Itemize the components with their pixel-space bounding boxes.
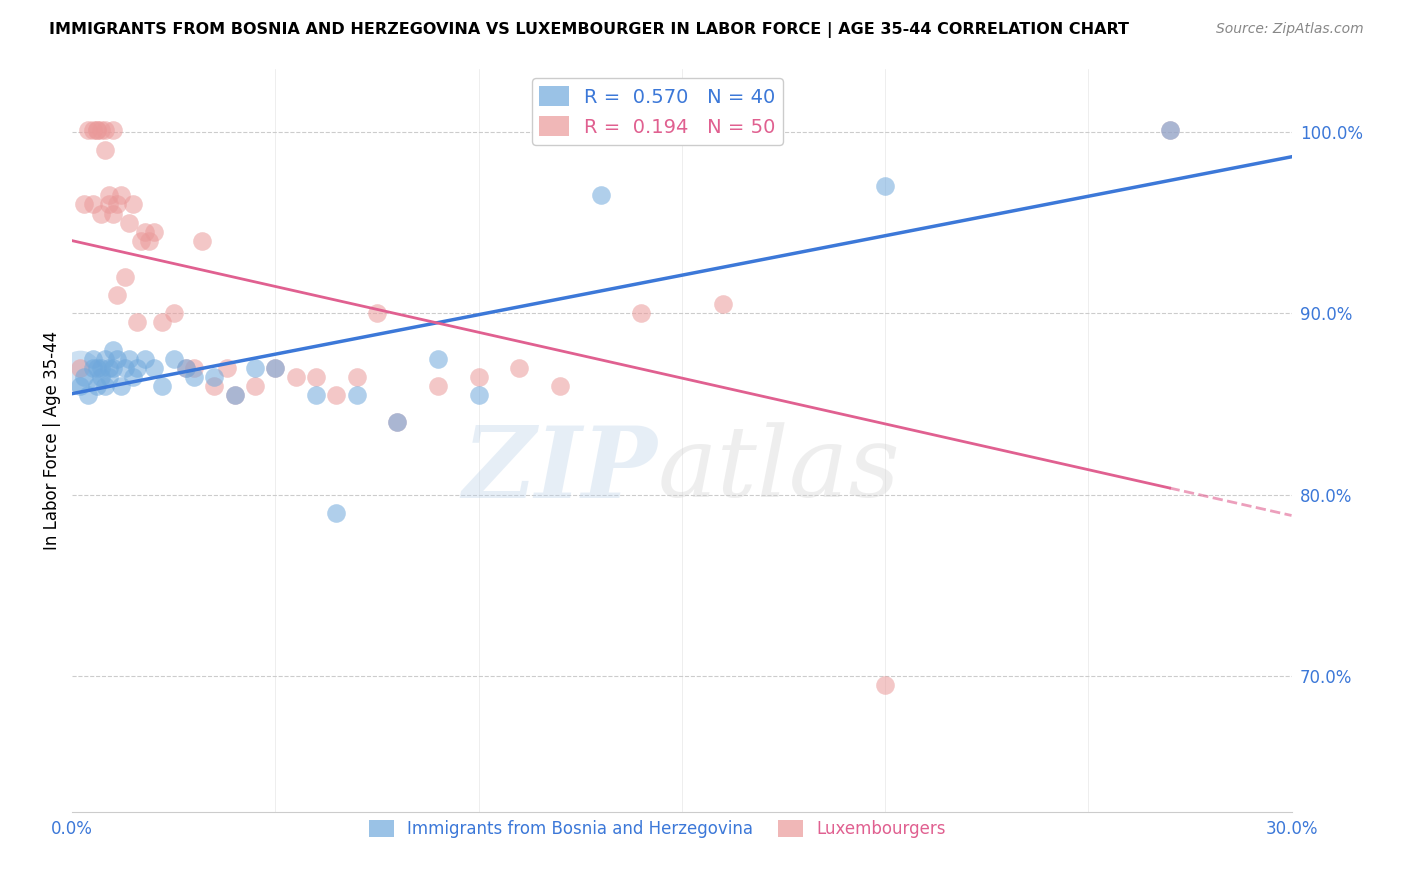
Point (93, 143, 115, 157)
Point (589, 188, 612, 202)
Point (97, 360, 120, 375)
Point (305, 388, 328, 402)
Point (325, 506, 347, 520)
Point (875, 678, 897, 692)
Text: IMMIGRANTS FROM BOSNIA AND HERZEGOVINA VS LUXEMBOURGER IN LABOR FORCE | AGE 35-4: IMMIGRANTS FROM BOSNIA AND HERZEGOVINA V… (49, 22, 1129, 38)
Point (90, 206, 112, 220)
Point (548, 379, 571, 393)
Point (150, 315, 173, 329)
Point (174, 360, 197, 375)
Point (204, 379, 226, 393)
Point (204, 369, 226, 384)
Point (101, 123, 124, 137)
Point (387, 415, 409, 429)
Point (387, 415, 409, 429)
Point (127, 315, 149, 329)
Point (427, 351, 450, 366)
Point (69, 364, 91, 378)
Point (86, 123, 108, 137)
Point (183, 360, 205, 375)
Point (264, 360, 287, 375)
Point (224, 388, 246, 402)
Point (142, 225, 165, 239)
Point (127, 360, 149, 375)
Point (101, 206, 124, 220)
Point (73, 369, 96, 384)
Point (82, 123, 104, 137)
Point (86, 123, 108, 137)
Point (97, 369, 120, 384)
Point (118, 216, 141, 230)
Point (73, 197, 96, 211)
Point (110, 188, 132, 202)
Point (82, 351, 104, 366)
Point (243, 379, 266, 393)
Point (114, 360, 136, 375)
Point (630, 306, 652, 320)
Point (163, 351, 186, 366)
Point (134, 351, 156, 366)
Point (86, 360, 108, 375)
Y-axis label: In Labor Force | Age 35-44: In Labor Force | Age 35-44 (44, 331, 60, 549)
Point (142, 360, 165, 375)
Point (77, 388, 100, 402)
Point (508, 360, 530, 375)
Point (93, 351, 115, 366)
Point (90, 360, 112, 375)
Point (131, 234, 153, 248)
Point (427, 379, 450, 393)
Point (69, 360, 91, 375)
Point (467, 369, 489, 384)
Point (122, 369, 145, 384)
Point (90, 123, 112, 137)
Point (875, 179, 897, 194)
Point (215, 360, 238, 375)
Point (224, 388, 246, 402)
Point (114, 270, 136, 285)
Point (284, 369, 307, 384)
Point (150, 379, 173, 393)
Point (90, 369, 112, 384)
Point (346, 388, 368, 402)
Point (101, 360, 124, 375)
Point (346, 369, 368, 384)
Text: atlas: atlas (658, 422, 900, 517)
Point (93, 379, 115, 393)
Point (366, 306, 388, 320)
Point (93, 123, 115, 137)
Point (97, 197, 120, 211)
Point (86, 379, 108, 393)
Point (69, 379, 91, 393)
Point (77, 123, 100, 137)
Point (1159, 123, 1181, 137)
Text: ZIP: ZIP (463, 422, 658, 518)
Point (325, 388, 347, 402)
Point (118, 351, 141, 366)
Point (138, 234, 160, 248)
Point (467, 388, 489, 402)
Point (1159, 123, 1181, 137)
Text: Source: ZipAtlas.com: Source: ZipAtlas.com (1216, 22, 1364, 37)
Point (105, 351, 128, 366)
Point (264, 360, 287, 375)
Point (122, 197, 145, 211)
Point (711, 297, 734, 311)
Point (163, 306, 186, 320)
Point (101, 343, 124, 357)
Point (191, 234, 214, 248)
Point (105, 288, 128, 302)
Point (134, 225, 156, 239)
Point (174, 360, 197, 375)
Point (97, 188, 120, 202)
Point (243, 360, 266, 375)
Point (305, 369, 328, 384)
Point (82, 360, 104, 375)
Legend: Immigrants from Bosnia and Herzegovina, Luxembourgers: Immigrants from Bosnia and Herzegovina, … (363, 813, 953, 845)
Point (183, 369, 205, 384)
Point (82, 197, 104, 211)
Point (105, 197, 128, 211)
Point (110, 379, 132, 393)
